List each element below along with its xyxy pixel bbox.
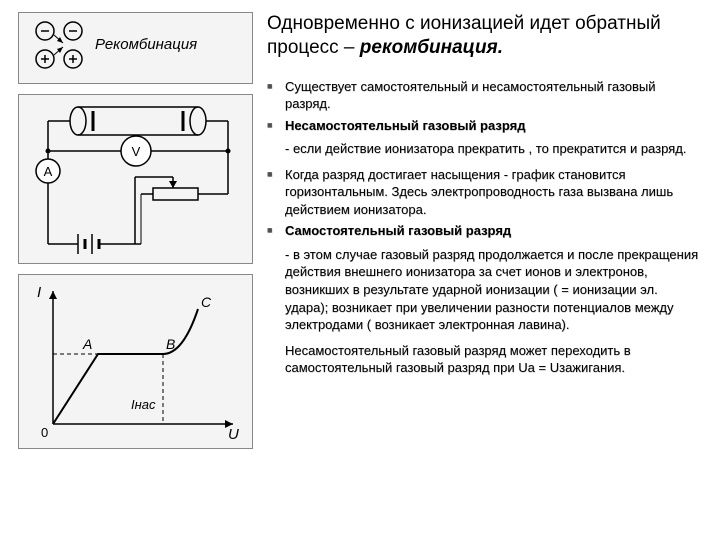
- svg-text:B: B: [166, 336, 175, 352]
- bullet-4: Самостоятельный газовый разряд: [267, 222, 702, 240]
- svg-text:A: A: [44, 164, 53, 179]
- circuit-svg: A V: [23, 99, 248, 259]
- svg-text:Iнас: Iнас: [131, 397, 156, 412]
- bullet-2: Несамостоятельный газовый разряд: [267, 117, 702, 135]
- para-1: - если действие ионизатора прекратить , …: [285, 140, 702, 158]
- svg-text:V: V: [132, 144, 141, 159]
- svg-text:C: C: [201, 294, 212, 310]
- bullet-3: Когда разряд достигает насыщения - графи…: [267, 166, 702, 219]
- iv-curve-svg: I U 0 A B C Iнас: [23, 279, 248, 444]
- bullet-list-2: Когда разряд достигает насыщения - графи…: [267, 166, 702, 240]
- svg-text:A: A: [82, 336, 92, 352]
- para-3: Несамостоятельный газовый разряд может п…: [285, 342, 702, 377]
- para-2: - в этом случае газовый разряд продолжае…: [285, 246, 702, 334]
- svg-text:I: I: [37, 284, 41, 301]
- bullet-1: Существует самостоятельный и несамостоят…: [267, 78, 702, 113]
- page-title: Одновременно с ионизацией идет обратный …: [267, 12, 702, 60]
- svg-text:0: 0: [41, 425, 48, 440]
- recombination-label: Рекомбинация: [95, 36, 197, 53]
- figure-iv-curve: I U 0 A B C Iнас: [18, 274, 253, 449]
- bullet-list: Существует самостоятельный и несамостоят…: [267, 78, 702, 135]
- title-emph: рекомбинация.: [360, 37, 503, 58]
- recombination-svg: Рекомбинация: [23, 17, 248, 79]
- svg-text:U: U: [228, 426, 239, 443]
- figure-recombination: Рекомбинация: [18, 12, 253, 84]
- figure-circuit: A V: [18, 94, 253, 264]
